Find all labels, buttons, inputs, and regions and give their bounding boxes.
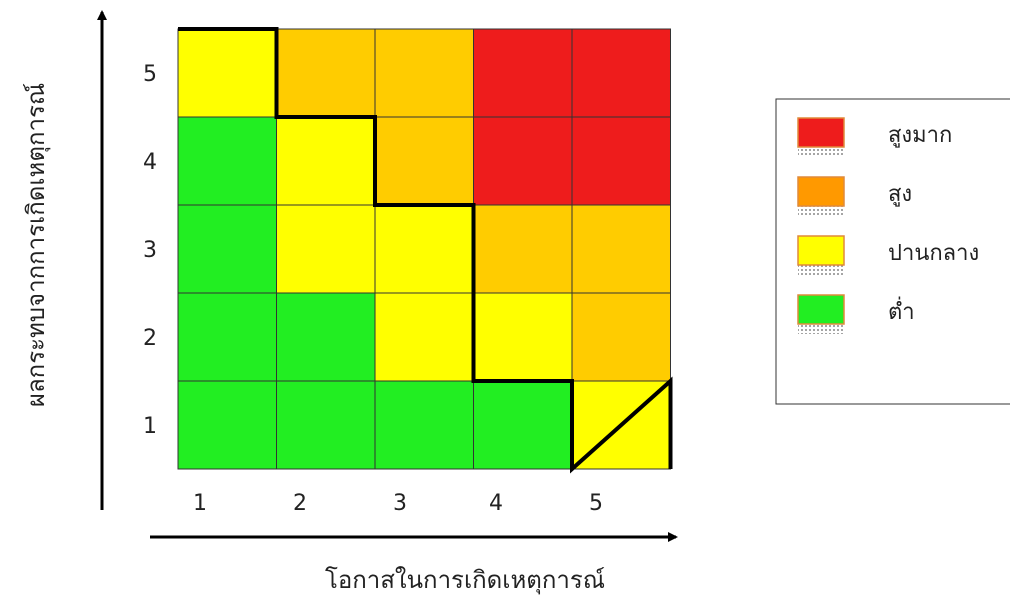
legend-label: ปานกลาง (888, 241, 979, 266)
matrix-cell (374, 28, 474, 118)
y-tick-labels: 1 2 3 4 5 (143, 62, 157, 439)
matrix-cell (374, 204, 474, 294)
x-tick-label: 5 (589, 491, 603, 516)
matrix-cell (473, 380, 573, 470)
y-tick-label: 2 (143, 326, 157, 351)
legend-swatch (797, 294, 845, 325)
matrix-cell (473, 292, 573, 382)
matrix-cell (276, 204, 376, 294)
matrix-cell (571, 116, 671, 206)
legend-swatch (797, 235, 845, 266)
legend-swatch (797, 176, 845, 207)
y-tick-label: 4 (143, 150, 157, 175)
legend-item: สูงมาก (797, 117, 952, 157)
legend-swatch (797, 117, 845, 148)
matrix-cell (177, 292, 277, 382)
y-tick-label: 1 (143, 414, 157, 439)
x-tick-labels: 1 2 3 4 5 (193, 491, 603, 516)
matrix-cell (571, 28, 671, 118)
legend-item: ต่ำ (797, 294, 915, 334)
matrix-cell (276, 380, 376, 470)
matrix-cell (473, 204, 573, 294)
x-tick-label: 4 (489, 491, 503, 516)
matrix-cell (276, 28, 376, 118)
matrix-cell (374, 116, 474, 206)
matrix-cell (571, 292, 671, 382)
x-tick-label: 2 (293, 491, 307, 516)
y-axis-title: ผลกระทบจากการเกิดเหตุการณ์ (22, 83, 51, 407)
matrix-cell (571, 204, 671, 294)
x-tick-label: 3 (393, 491, 407, 516)
matrix-cell (177, 28, 277, 118)
matrix-cell (374, 292, 474, 382)
matrix-cells (177, 28, 671, 470)
matrix-cell (276, 116, 376, 206)
y-tick-label: 5 (143, 62, 157, 87)
matrix-cell (276, 292, 376, 382)
matrix-cell (177, 380, 277, 470)
x-tick-label: 1 (193, 491, 207, 516)
matrix-cell (177, 204, 277, 294)
x-axis-title: โอกาสในการเกิดเหตุการณ์ (325, 566, 605, 595)
legend-label: สูงมาก (888, 123, 952, 148)
legend-item: สูง (797, 176, 912, 216)
legend-label: ต่ำ (888, 296, 915, 325)
matrix-cell (177, 116, 277, 206)
legend-item: ปานกลาง (797, 235, 979, 275)
matrix-cell (473, 28, 573, 118)
matrix-cell (374, 380, 474, 470)
risk-boundary (178, 27, 673, 474)
risk-boundary-line (178, 27, 673, 474)
matrix-cell (473, 116, 573, 206)
legend-label: สูง (888, 182, 912, 207)
y-tick-label: 3 (143, 238, 157, 263)
